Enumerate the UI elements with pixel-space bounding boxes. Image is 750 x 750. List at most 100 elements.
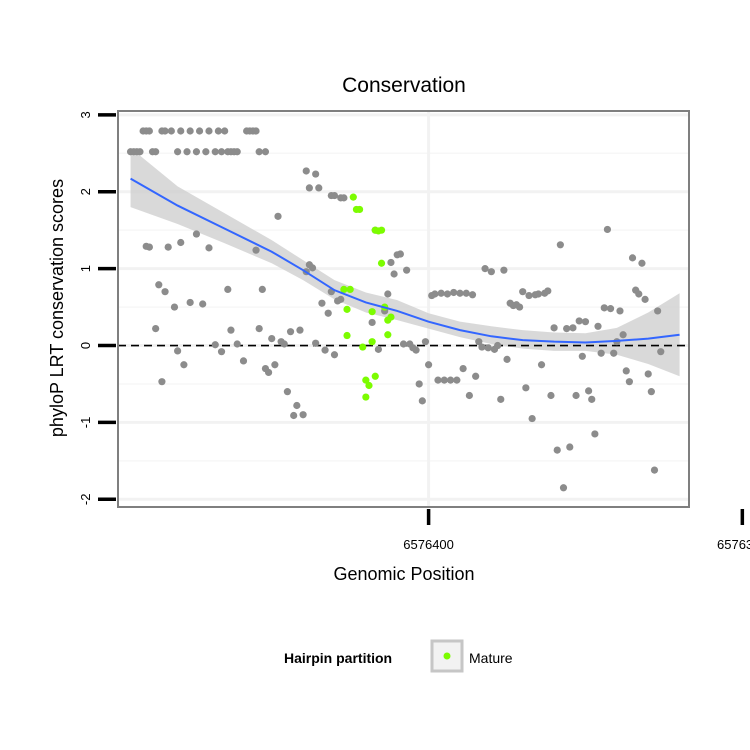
other-point: [264, 368, 273, 377]
mature-point: [387, 313, 395, 321]
other-point: [384, 290, 392, 298]
other-point: [559, 484, 568, 492]
other-point: [484, 344, 492, 352]
other-point: [619, 331, 627, 339]
mature-point: [377, 259, 386, 267]
other-point: [145, 127, 153, 135]
other-point: [261, 148, 270, 156]
other-point: [591, 430, 599, 438]
other-point: [199, 300, 207, 308]
other-point: [475, 338, 483, 346]
other-point: [293, 401, 301, 410]
other-point: [434, 376, 442, 384]
other-point: [606, 305, 615, 313]
mature-point: [343, 305, 351, 313]
other-point: [622, 367, 630, 375]
other-point: [399, 340, 408, 348]
other-point: [217, 348, 226, 356]
other-point: [255, 325, 263, 333]
data-points: [126, 127, 665, 492]
mature-point: [346, 285, 354, 293]
mature-point: [355, 205, 364, 214]
other-point: [453, 376, 461, 384]
other-point: [644, 370, 652, 378]
other-point: [170, 303, 179, 311]
other-point: [211, 148, 219, 156]
other-point: [221, 127, 229, 135]
other-point: [252, 127, 260, 135]
other-point: [459, 364, 467, 373]
other-point: [161, 127, 169, 135]
other-point: [205, 127, 213, 135]
other-point: [610, 349, 618, 357]
other-point: [233, 148, 241, 156]
other-point: [308, 264, 317, 272]
other-point: [321, 346, 329, 354]
other-point: [544, 287, 552, 295]
other-point: [650, 466, 659, 474]
other-point: [152, 148, 160, 156]
other-point: [299, 411, 307, 419]
other-point: [330, 191, 339, 200]
other-point: [268, 335, 276, 343]
other-point: [528, 414, 536, 423]
other-point: [167, 127, 175, 135]
other-point: [553, 446, 561, 454]
other-point: [437, 289, 445, 297]
other-point: [503, 355, 511, 363]
other-point: [315, 184, 323, 192]
other-point: [572, 391, 580, 400]
other-point: [462, 289, 470, 297]
other-point: [603, 225, 612, 234]
other-point: [224, 285, 232, 293]
other-point: [403, 266, 411, 274]
other-point: [635, 290, 643, 298]
other-point: [158, 378, 166, 386]
other-point: [192, 148, 201, 156]
other-point: [142, 242, 150, 250]
other-point: [578, 352, 586, 360]
other-point: [519, 288, 527, 296]
other-point: [305, 184, 313, 192]
other-point: [202, 148, 210, 156]
other-point: [211, 341, 219, 349]
other-point: [641, 295, 649, 303]
x-axis-label: Genomic Position: [333, 564, 474, 584]
other-point: [487, 268, 495, 276]
other-point: [440, 376, 448, 384]
other-point: [421, 338, 430, 346]
other-point: [390, 270, 398, 278]
other-point: [424, 361, 433, 369]
other-point: [468, 291, 477, 299]
y-tick-label: -2: [78, 494, 93, 506]
other-point: [537, 361, 546, 369]
other-point: [412, 346, 420, 354]
other-point: [324, 309, 332, 317]
other-point: [472, 372, 480, 380]
other-point: [628, 254, 637, 262]
other-point: [337, 295, 345, 303]
mature-point: [368, 338, 376, 346]
other-point: [312, 339, 320, 347]
other-point: [374, 345, 383, 353]
other-point: [515, 303, 524, 311]
other-point: [657, 348, 665, 356]
other-point: [340, 194, 348, 202]
other-point: [450, 288, 458, 297]
other-point: [186, 298, 194, 307]
other-point: [585, 387, 593, 395]
other-point: [638, 259, 646, 267]
other-point: [368, 318, 376, 327]
other-point: [255, 148, 263, 156]
other-point: [161, 288, 169, 296]
other-point: [569, 324, 577, 332]
other-point: [280, 340, 288, 348]
other-point: [283, 388, 292, 396]
other-point: [525, 291, 533, 300]
other-point: [214, 127, 222, 135]
confidence-ribbon: [130, 147, 680, 377]
other-point: [180, 361, 188, 369]
y-axis-label: phyloP LRT conservation scores: [47, 179, 67, 437]
y-tick-label: 0: [78, 342, 93, 349]
